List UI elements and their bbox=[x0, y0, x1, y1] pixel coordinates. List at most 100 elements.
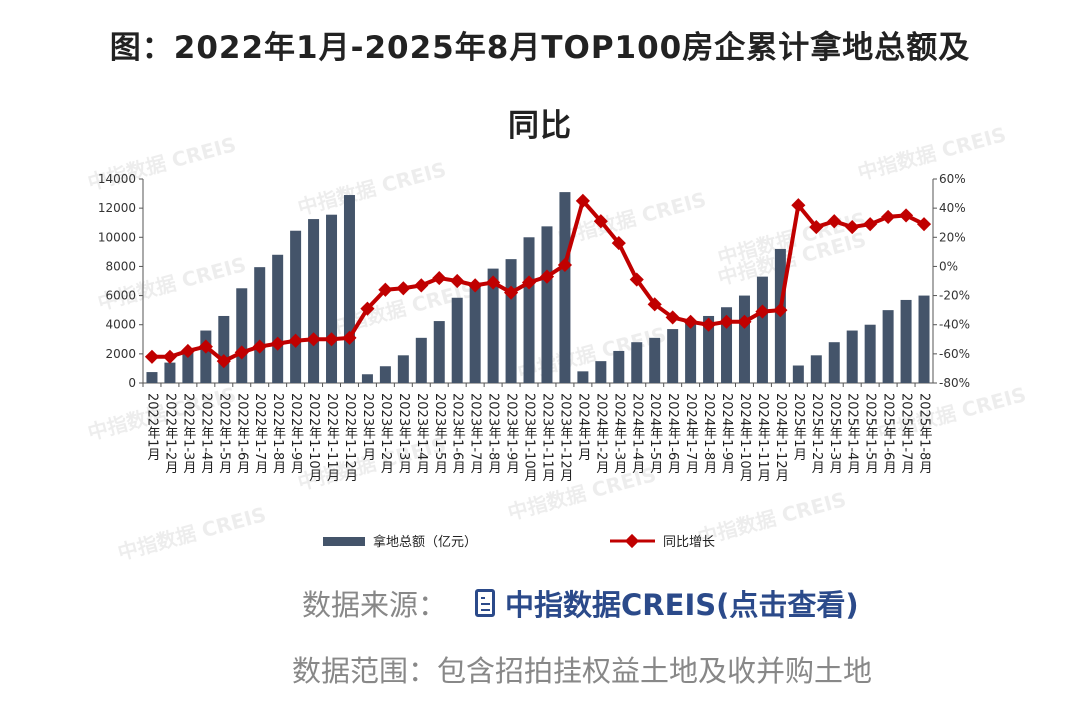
bar bbox=[415, 337, 427, 383]
growth-point bbox=[486, 275, 501, 290]
y-left-tick-label: 8000 bbox=[105, 259, 136, 273]
legend-line-marker bbox=[624, 533, 640, 549]
x-tick-label: 2023年1-5月 bbox=[432, 393, 448, 475]
bar bbox=[379, 366, 391, 383]
y-right-tick-label: 60% bbox=[939, 172, 966, 186]
growth-point bbox=[162, 349, 178, 364]
bar bbox=[577, 371, 589, 383]
y-right-tick-label: -80% bbox=[939, 376, 970, 390]
bar bbox=[828, 342, 840, 383]
x-tick-label: 2024年1-11月 bbox=[755, 393, 771, 483]
growth-point bbox=[737, 314, 752, 329]
bar bbox=[756, 276, 768, 383]
bar bbox=[613, 350, 625, 383]
growth-point bbox=[288, 333, 303, 348]
bar bbox=[667, 329, 679, 383]
growth-point bbox=[432, 271, 447, 286]
x-tick-label: 2023年1-10月 bbox=[522, 393, 538, 483]
bar bbox=[164, 362, 176, 383]
growth-point bbox=[450, 273, 465, 289]
growth-point bbox=[539, 269, 555, 284]
legend-bar-swatch bbox=[323, 537, 365, 546]
growth-point bbox=[342, 330, 357, 345]
x-tick-label: 2024年1-3月 bbox=[611, 393, 627, 475]
bar bbox=[738, 295, 750, 383]
data-source: 数据来源： 中指数据CREIS(点击查看) bbox=[302, 582, 859, 624]
x-tick-label: 2023年1-3月 bbox=[396, 393, 412, 475]
bar bbox=[810, 355, 822, 383]
growth-point bbox=[647, 297, 662, 312]
growth-point bbox=[306, 332, 321, 347]
x-tick-label: 2022年1-8月 bbox=[270, 393, 286, 475]
y-left-tick-label: 6000 bbox=[105, 289, 136, 303]
bar bbox=[451, 297, 463, 383]
growth-point bbox=[414, 278, 429, 293]
bar bbox=[541, 226, 553, 383]
x-tick-label: 2022年1-12月 bbox=[342, 393, 358, 483]
y-left-tick-label: 2000 bbox=[105, 347, 136, 361]
growth-point bbox=[216, 354, 231, 369]
bar bbox=[864, 324, 876, 383]
growth-point bbox=[270, 336, 285, 351]
x-tick-label: 2022年1-7月 bbox=[252, 393, 268, 475]
x-tick-label: 2024年1-9月 bbox=[719, 393, 735, 475]
y-left-tick-label: 10000 bbox=[98, 230, 136, 244]
growth-point bbox=[898, 208, 914, 223]
growth-point bbox=[378, 282, 393, 297]
y-right-tick-label: 40% bbox=[939, 201, 966, 215]
y-left-tick-label: 0 bbox=[128, 376, 136, 390]
x-tick-label: 2024年1-7月 bbox=[683, 393, 699, 475]
bar bbox=[433, 321, 445, 383]
x-tick-label: 2024年1-8月 bbox=[701, 393, 717, 475]
chart: 中指数据 CREIS 中指数据 CREIS 中指数据 CREIS 中指数据 CREIS… bbox=[85, 122, 1029, 565]
x-tick-label: 2022年1月 bbox=[144, 393, 160, 462]
x-tick-label: 2023年1-7月 bbox=[468, 393, 484, 475]
growth-point bbox=[881, 209, 896, 224]
y-right-tick-label: 20% bbox=[939, 230, 966, 244]
growth-point bbox=[845, 220, 860, 235]
bar bbox=[182, 349, 194, 383]
bar bbox=[290, 230, 302, 383]
y-right-tick-label: -60% bbox=[939, 347, 970, 361]
growth-point bbox=[791, 198, 806, 213]
growth-point bbox=[809, 220, 824, 235]
legend-line-label: 同比增长 bbox=[663, 535, 715, 550]
bar bbox=[343, 195, 355, 383]
source-link[interactable]: 中指数据CREIS(点击查看) bbox=[505, 588, 859, 622]
bar bbox=[146, 372, 158, 383]
watermark: 中指数据 CREIS bbox=[695, 487, 849, 550]
document-icon[interactable] bbox=[475, 589, 496, 617]
x-tick-label: 2023年1-12月 bbox=[557, 393, 573, 483]
bar bbox=[361, 374, 373, 383]
x-tick-label: 2025年1月 bbox=[791, 393, 807, 462]
watermark: 中指数据 CREIS bbox=[115, 502, 269, 565]
bar bbox=[487, 268, 499, 383]
bar bbox=[721, 307, 733, 383]
x-tick-label: 2023年1月 bbox=[360, 393, 376, 462]
bar bbox=[882, 310, 894, 383]
legend-bar-label: 拿地总额（亿元） bbox=[373, 534, 477, 550]
bar bbox=[505, 259, 517, 383]
x-tick-label: 2023年1-2月 bbox=[378, 393, 394, 475]
bar bbox=[595, 361, 607, 383]
bar bbox=[200, 330, 212, 383]
growth-point bbox=[665, 310, 680, 325]
x-tick-label: 2023年1-4月 bbox=[414, 393, 430, 475]
growth-point bbox=[198, 339, 213, 354]
bar bbox=[631, 342, 643, 383]
x-tick-label: 2024年1-12月 bbox=[773, 393, 789, 483]
bar bbox=[703, 315, 715, 383]
x-tick-label: 2024年1-6月 bbox=[665, 393, 681, 475]
x-tick-label: 2025年1-5月 bbox=[863, 393, 879, 475]
x-tick-label: 2024年1月 bbox=[575, 393, 591, 462]
y-left-tick-label: 12000 bbox=[98, 201, 136, 215]
x-tick-label: 2024年1-10月 bbox=[737, 393, 753, 483]
y-right-tick-label: 0% bbox=[939, 259, 958, 273]
growth-point bbox=[701, 317, 716, 332]
x-tick-label: 2025年1-8月 bbox=[917, 393, 933, 475]
watermark: 中指数据 CREIS bbox=[295, 157, 449, 220]
chart-title-line1: 图：2022年1月-2025年8月TOP100房企累计拿地总额及 bbox=[109, 30, 971, 66]
x-tick-label: 2025年1-4月 bbox=[845, 393, 861, 475]
growth-point bbox=[773, 303, 788, 318]
growth-point bbox=[180, 343, 195, 359]
